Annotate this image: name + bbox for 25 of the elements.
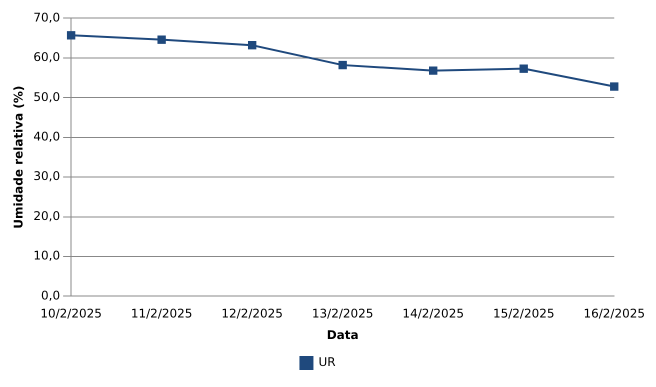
x-tick-label: 11/2/2025 (130, 306, 192, 321)
point (66, 31, 76, 40)
y-axis-title: Umidade relativa (%) (11, 86, 26, 229)
point (610, 82, 618, 91)
x-tick-label: 10/2/2025 (40, 306, 102, 321)
legend-label: UR (318, 355, 336, 370)
x-axis-title: Data (326, 328, 359, 342)
y-tick-label: 60,0 (33, 50, 60, 64)
y-tick-label: 50,0 (33, 90, 60, 104)
x-tick-label: 14/2/2025 (402, 306, 464, 321)
x-tick-label: 13/2/2025 (312, 306, 374, 321)
y-tick-label: 10,0 (33, 248, 60, 263)
y-tick-label: 20,0 (33, 208, 60, 223)
point (157, 35, 166, 44)
x-tick-label: 15/2/2025 (492, 306, 554, 321)
y-tick-label: 40,0 (33, 129, 60, 144)
x-tick-label: 12/2/2025 (221, 306, 283, 321)
y-tick-label: 30,0 (33, 169, 60, 184)
point (338, 60, 347, 70)
point (520, 64, 528, 73)
y-tick-label: 70,0 (33, 10, 60, 24)
y-tick-label: 0,0 (41, 288, 60, 302)
point (429, 66, 438, 75)
x-tick-label: 16/2/2025 (583, 306, 645, 321)
point (248, 41, 256, 50)
